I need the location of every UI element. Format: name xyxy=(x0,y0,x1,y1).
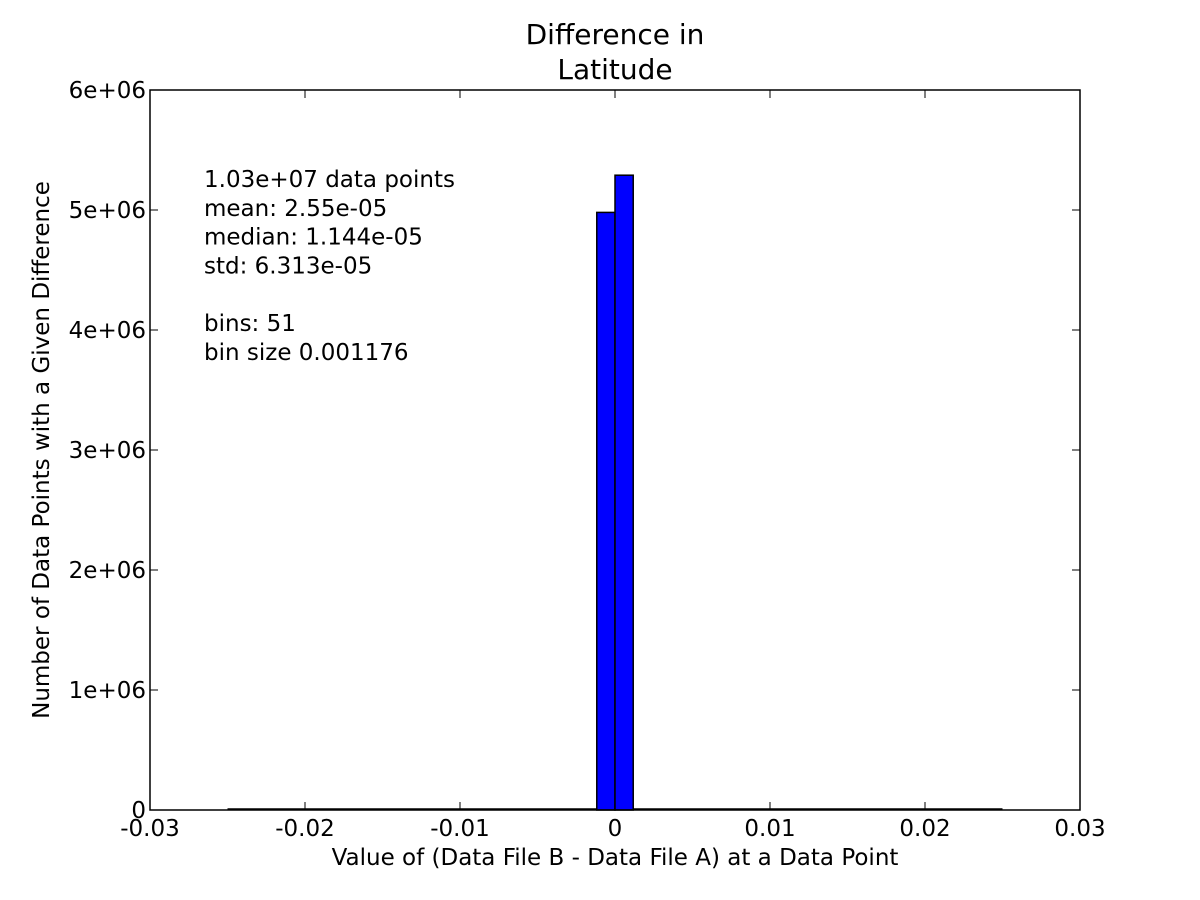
x-tick-label: -0.03 xyxy=(120,816,180,842)
plot-frame xyxy=(149,89,1081,811)
y-tick-labels: 0 1e+06 2e+06 3e+06 4e+06 5e+06 6e+06 xyxy=(69,78,146,824)
y-axis-label: Number of Data Points with a Given Diffe… xyxy=(29,181,55,719)
x-tick-label: 0.03 xyxy=(1054,816,1105,842)
y-tick-label: 5e+06 xyxy=(69,198,146,224)
x-tick-label: 0 xyxy=(608,816,623,842)
y-tick-label: 2e+06 xyxy=(69,558,146,584)
stats-annotation-line: mean: 2.55e-05 xyxy=(204,196,387,222)
x-axis-label: Value of (Data File B - Data File A) at … xyxy=(332,845,899,871)
y-tick-label: 3e+06 xyxy=(69,438,146,464)
y-tick-label: 4e+06 xyxy=(69,318,146,344)
stats-annotation-line: std: 6.313e-05 xyxy=(204,253,372,279)
chart-title-line-2: Latitude xyxy=(557,53,672,86)
y-tick-label: 1e+06 xyxy=(69,678,146,704)
x-tick-label: 0.02 xyxy=(899,816,950,842)
stats-annotation-line: bin size 0.001176 xyxy=(204,340,409,366)
x-tick-label: -0.02 xyxy=(275,816,335,842)
histogram-bar xyxy=(614,174,634,811)
x-tick-label: 0.01 xyxy=(744,816,795,842)
stats-annotation: 1.03e+07 data points mean: 2.55e-05 median… xyxy=(204,167,455,366)
y-tick-label: 0 xyxy=(131,798,146,824)
y-tick-label: 6e+06 xyxy=(69,78,146,104)
chart-title: Difference in Latitude xyxy=(526,18,705,86)
histogram-bar xyxy=(596,211,616,811)
chart-title-line-1: Difference in xyxy=(526,18,705,51)
x-tick-label: -0.01 xyxy=(430,816,490,842)
stats-annotation-line: bins: 51 xyxy=(204,311,296,337)
x-tick-labels: -0.03 -0.02 -0.01 0 0.01 0.02 0.03 xyxy=(120,816,1105,842)
stats-annotation-line: median: 1.144e-05 xyxy=(204,225,423,251)
histogram-bars xyxy=(227,174,1003,811)
stats-annotation-line: 1.03e+07 data points xyxy=(204,167,455,193)
